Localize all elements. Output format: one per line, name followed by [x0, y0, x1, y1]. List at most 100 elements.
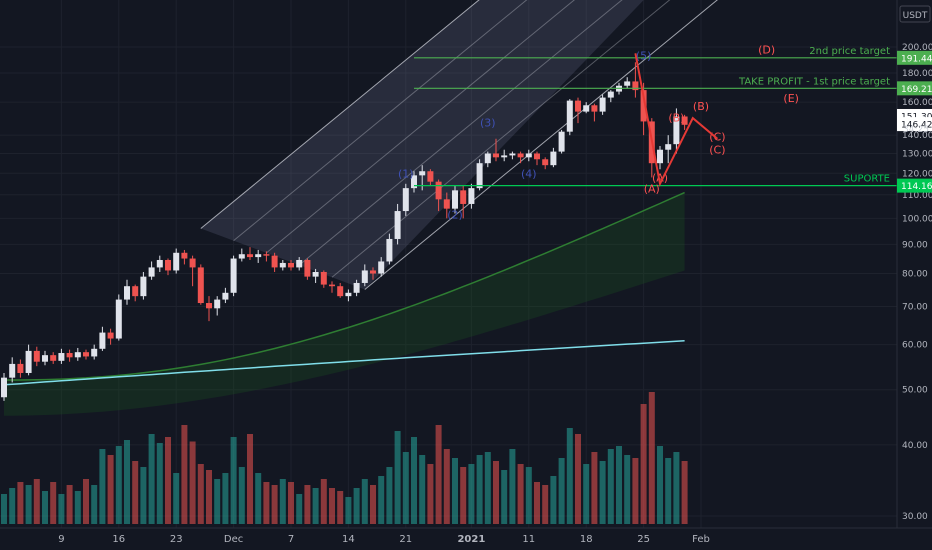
channel-fill: [200, 0, 644, 290]
volume-bar: [58, 494, 65, 524]
candle-body: [493, 153, 499, 158]
volume-bar: [370, 485, 376, 524]
candle-body: [484, 153, 491, 164]
currency-badge[interactable]: [899, 5, 931, 23]
candle-body: [279, 262, 286, 268]
y-tick-label: 140.00: [902, 131, 932, 141]
volume-bar: [657, 446, 663, 524]
volume-bar: [91, 485, 98, 524]
candle-body: [42, 355, 48, 362]
volume-bar: [83, 479, 89, 524]
volume-bar: [165, 437, 171, 524]
volume-bar: [632, 458, 639, 524]
volume-bar: [74, 491, 81, 524]
volume-bar: [542, 485, 549, 524]
volume-bar: [156, 443, 163, 524]
volume-bar: [296, 494, 303, 524]
y-tick-label: 200.00: [902, 43, 932, 53]
candle-body: [140, 276, 147, 297]
x-tick-label: 9: [58, 534, 64, 545]
volume-bar: [616, 446, 622, 524]
ma-cyan-line: [3, 339, 685, 386]
y-tick-label: 40.00: [902, 441, 928, 451]
volume-bar: [509, 449, 516, 524]
candle-body: [238, 254, 245, 259]
price-tag-bg: [897, 117, 932, 132]
candle-body: [665, 144, 672, 150]
candle-body: [583, 105, 590, 112]
wave-label-blue: (3): [480, 117, 496, 130]
candle-body: [402, 188, 409, 212]
volume-bar: [132, 461, 139, 524]
candle-body: [361, 270, 368, 283]
candle-body: [156, 259, 163, 268]
candle-body: [386, 238, 393, 262]
volume-bar: [673, 452, 680, 524]
x-tick-label: 2021: [457, 534, 485, 545]
candle-body: [197, 267, 204, 304]
volume-bar: [107, 455, 114, 524]
candle-body: [247, 254, 253, 258]
price-tag-bg: [897, 81, 932, 96]
y-tick-label: 50.00: [902, 386, 928, 396]
volume-bar: [238, 467, 245, 524]
volume-bar: [665, 458, 672, 524]
wave-label-blue: (5): [636, 50, 652, 63]
candle-body: [83, 352, 89, 357]
candle-body: [558, 131, 565, 152]
candle-body: [394, 211, 401, 239]
candle-body: [222, 292, 229, 300]
volume-bar: [607, 449, 614, 524]
price-levels: 2nd price target TAKE PROFIT - 1st price …: [414, 46, 897, 187]
volume-bar: [583, 464, 590, 524]
y-tick-label: 90.00: [902, 240, 928, 250]
volume-bar: [230, 437, 237, 524]
candle-body: [476, 163, 483, 189]
grid: [0, 0, 897, 528]
candle-body: [460, 190, 467, 204]
candle-body: [443, 199, 450, 209]
volume-bar: [648, 392, 655, 524]
volume-bar: [517, 464, 524, 524]
candle-body: [411, 175, 417, 189]
volume-bar: [173, 473, 180, 524]
channel-line: [364, 0, 718, 290]
x-tick-label: 21: [399, 534, 412, 545]
price-tag: 191.44: [901, 54, 932, 64]
candle-body: [534, 153, 540, 160]
volume-bar: [525, 467, 532, 524]
volume-bar: [148, 434, 155, 524]
volume-bar: [476, 455, 483, 524]
price-tag-bg: [897, 178, 932, 193]
level-label: SUPORTE: [844, 174, 890, 185]
y-tick-label: 180.00: [902, 69, 932, 79]
candle-body: [165, 259, 171, 271]
time-axis[interactable]: [0, 528, 932, 550]
volume-bar: [189, 441, 196, 524]
volume-bar: [402, 452, 409, 524]
pitchfork-channel: [200, 0, 718, 290]
x-tick-label: 11: [522, 534, 535, 545]
candle-body: [66, 353, 73, 358]
candle-body: [173, 252, 180, 271]
candle-body: [607, 91, 614, 98]
volume-bar: [304, 485, 311, 524]
volume-bar: [435, 425, 442, 524]
candle-body: [9, 363, 16, 378]
volume-bar: [501, 470, 508, 524]
candle-body: [74, 352, 81, 358]
candle-body: [320, 271, 327, 285]
candle-body: [263, 254, 270, 256]
volume-bar: [271, 485, 278, 524]
volume-bar: [17, 482, 24, 524]
cloud-fill: [4, 192, 685, 416]
volume-bar: [181, 425, 188, 524]
candle-body: [1, 377, 7, 398]
wave-label-red: (B): [668, 111, 684, 124]
candle-body: [132, 286, 139, 297]
volume-bar: [427, 464, 434, 524]
candle-body: [50, 355, 57, 361]
candle-body: [525, 153, 532, 158]
wave-label-red: (A): [644, 183, 660, 196]
